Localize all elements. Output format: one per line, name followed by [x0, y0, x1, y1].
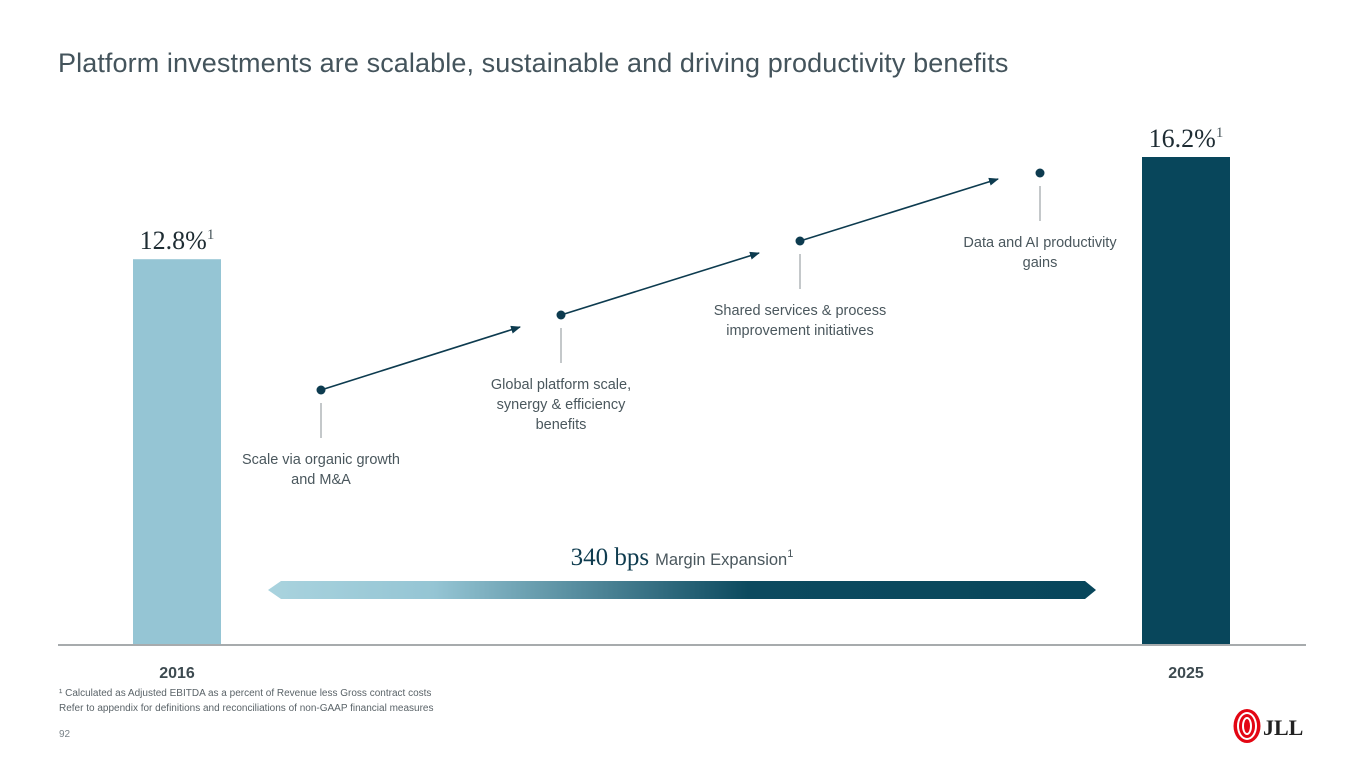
footnote-appendix: Refer to appendix for definitions and re…: [59, 703, 434, 714]
step-arrow-1: [320, 325, 521, 391]
bar-2025: [1142, 157, 1230, 644]
category-label-2025: 2025: [1168, 665, 1204, 682]
step-label-2: Global platform scale, synergy & efficien…: [491, 377, 631, 433]
step-label-4-line-1: Data and AI productivity: [963, 235, 1117, 251]
category-label-2016: 2016: [159, 665, 195, 682]
page-title: Platform investments are scalable, susta…: [58, 48, 1009, 78]
footnote-definition: ¹ Calculated as Adjusted EBITDA as a per…: [59, 688, 432, 699]
step-label-3-line-2: improvement initiatives: [726, 323, 873, 339]
margin-chart: 12.8%1 2016 16.2%1 2025 Scale via organic g…: [58, 124, 1306, 682]
step-label-2-line-3: benefits: [536, 417, 587, 433]
step-label-3: Shared services & process improvement ini…: [714, 303, 886, 339]
step-label-4-line-2: gains: [1023, 255, 1058, 271]
expansion-footnote-marker: 1: [787, 548, 793, 560]
jll-logo-mark-icon: [1233, 709, 1261, 743]
jll-logo: JLL: [1233, 709, 1303, 743]
margin-expansion-label: 340 bps Margin Expansion1: [571, 544, 794, 571]
page-number: 92: [59, 729, 71, 740]
step-label-4: Data and AI productivity gains: [963, 235, 1117, 271]
step-label-1-line-2: and M&A: [291, 472, 351, 488]
jll-logo-text: JLL: [1263, 715, 1303, 740]
step-dot-4: [1035, 168, 1045, 178]
step-arrow-3: [799, 177, 999, 242]
step-label-2-line-1: Global platform scale,: [491, 377, 631, 393]
bar-2016: [133, 259, 221, 644]
step-label-1: Scale via organic growth and M&A: [242, 452, 400, 488]
step-label-3-line-1: Shared services & process: [714, 303, 886, 319]
step-label-1-line-1: Scale via organic growth: [242, 452, 400, 468]
margin-expansion-arrow: [268, 581, 1096, 599]
step-label-2-line-2: synergy & efficiency: [497, 397, 626, 413]
expansion-value: 340 bps: [571, 544, 649, 571]
bar-value-label-2016: 12.8%1: [140, 226, 215, 255]
expansion-text: Margin Expansion: [655, 551, 787, 569]
step-arrow-2: [560, 251, 760, 316]
bar-value-label-2025: 16.2%1: [1149, 124, 1224, 153]
